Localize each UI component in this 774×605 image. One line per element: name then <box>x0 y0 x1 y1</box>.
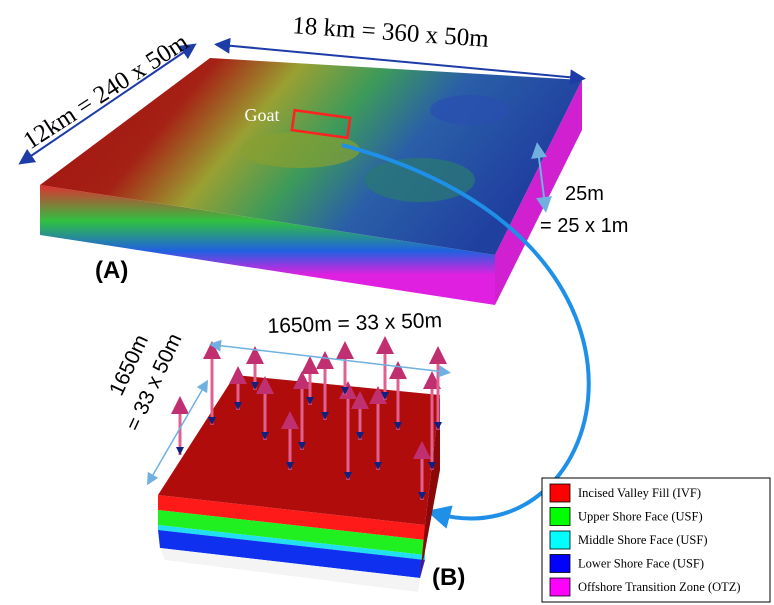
legend-label: Upper Shore Face (USF) <box>578 510 703 524</box>
legend-label: Middle Shore Face (USF) <box>578 533 708 547</box>
site-label: Goat <box>245 105 280 125</box>
well-marker <box>176 447 184 455</box>
legend-swatch <box>550 531 570 549</box>
thickness-label: 25m <box>565 183 604 205</box>
legend-swatch <box>550 508 570 526</box>
width-label: 18 km = 360 x 50m <box>291 12 490 53</box>
facies-patch <box>365 158 475 202</box>
panel-label: (A) <box>95 257 128 284</box>
legend-swatch <box>550 555 570 573</box>
width-label: 1650m = 33 x 50m <box>267 309 442 338</box>
panel-label: (B) <box>432 564 465 591</box>
legend-label: Incised Valley Fill (IVF) <box>578 486 701 500</box>
legend-swatch <box>550 484 570 502</box>
thickness-detail: = 25 x 1m <box>540 215 628 237</box>
legend-label: Offshore Transition Zone (OTZ) <box>578 580 741 594</box>
figure: 18 km = 360 x 50m 12km = 240 x 50m Goat … <box>0 0 774 605</box>
legend-swatch <box>550 578 570 596</box>
facies-patch <box>430 95 510 125</box>
legend-label: Lower Shore Face (USF) <box>578 557 704 571</box>
dimension-arrow <box>215 345 445 372</box>
